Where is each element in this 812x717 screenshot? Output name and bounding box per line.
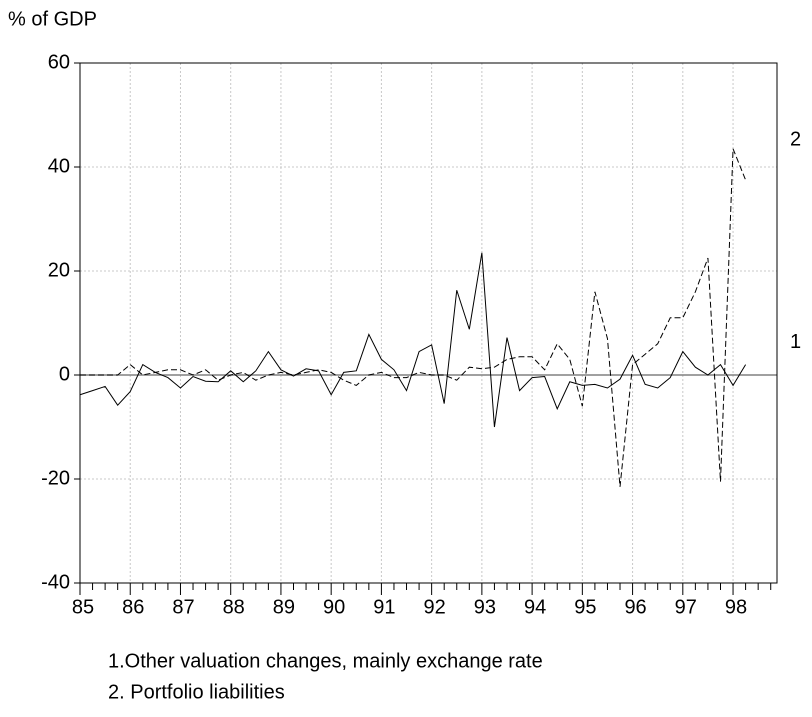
x-tick-label: 97 xyxy=(675,596,697,618)
note: 1.Other valuation changes, mainly exchan… xyxy=(108,650,543,672)
x-tick-label: 90 xyxy=(323,596,345,618)
x-tick-label: 85 xyxy=(72,596,94,618)
y-tick-label: 20 xyxy=(48,259,70,281)
x-tick-label: 94 xyxy=(524,596,546,618)
x-tick-label: 92 xyxy=(424,596,446,618)
x-tick-label: 96 xyxy=(624,596,646,618)
x-tick-label: 93 xyxy=(474,596,496,618)
x-tick-label: 91 xyxy=(373,596,395,618)
y-axis-label: % of GDP xyxy=(8,8,97,30)
x-tick-label: 87 xyxy=(172,596,194,618)
y-tick-label: -20 xyxy=(41,467,70,489)
x-tick-label: 95 xyxy=(574,596,596,618)
y-tick-label: 0 xyxy=(59,363,70,385)
plot-frame xyxy=(79,62,778,584)
x-tick-label: 88 xyxy=(223,596,245,618)
note: 2. Portfolio liabilities xyxy=(108,681,285,703)
series-label: 1 xyxy=(790,331,801,353)
x-tick-label: 86 xyxy=(122,596,144,618)
series-line xyxy=(79,252,747,428)
x-tick-label: 98 xyxy=(725,596,747,618)
y-tick-label: 40 xyxy=(48,155,70,177)
y-tick-label: 60 xyxy=(48,51,70,73)
x-tick-label: 89 xyxy=(273,596,295,618)
y-tick-label: -40 xyxy=(41,571,70,593)
series-label: 2 xyxy=(790,128,801,150)
series-line xyxy=(80,148,747,487)
